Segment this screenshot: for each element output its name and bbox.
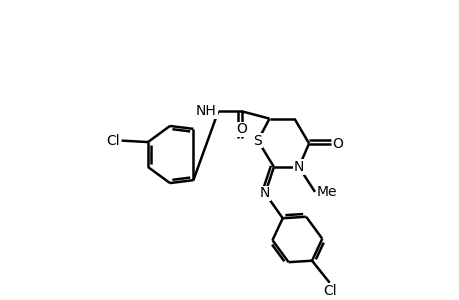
Text: Cl: Cl [106, 134, 120, 148]
Text: NH: NH [196, 104, 216, 118]
Text: O: O [332, 136, 343, 151]
Text: O: O [236, 122, 246, 136]
Text: N: N [259, 186, 270, 200]
Text: N: N [293, 160, 303, 174]
Text: Me: Me [316, 185, 336, 199]
Text: Cl: Cl [322, 284, 336, 298]
Text: S: S [253, 134, 262, 148]
